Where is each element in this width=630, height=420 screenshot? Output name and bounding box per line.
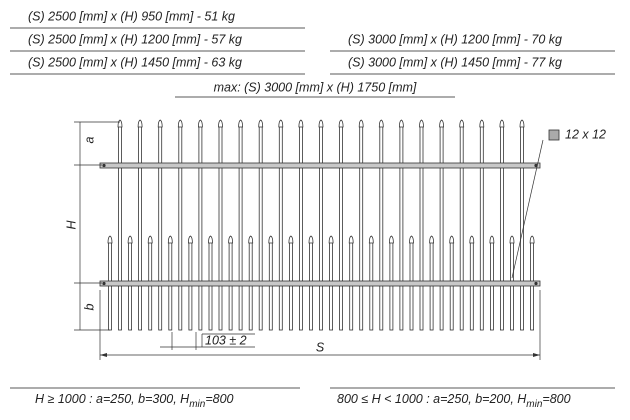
rail-label: 12 x 12 bbox=[565, 127, 606, 141]
spear-tip bbox=[318, 119, 324, 128]
spear-tip bbox=[218, 119, 223, 128]
spear-tip bbox=[459, 119, 465, 128]
spear-tip bbox=[398, 119, 404, 128]
picket bbox=[138, 125, 143, 331]
dim-spacing: 103 ± 2 bbox=[205, 333, 247, 347]
bolt bbox=[102, 281, 106, 286]
footer-left: H ≥ 1000 : a=250, b=300, Hmin=800 bbox=[35, 392, 234, 409]
spec-row: (S) 2500 [mm] x (H) 1450 [mm] - 63 kg bbox=[28, 55, 242, 69]
spear-tip bbox=[208, 235, 213, 244]
spear-tip bbox=[368, 235, 374, 244]
fence bbox=[99, 119, 541, 331]
picket bbox=[198, 125, 203, 331]
bolt bbox=[534, 281, 538, 286]
picket bbox=[399, 125, 404, 331]
spear-tip bbox=[187, 235, 193, 244]
spear-tip bbox=[308, 235, 314, 244]
footer-right: 800 ≤ H < 1000 : a=250, b=200, Hmin=800 bbox=[337, 392, 571, 409]
picket bbox=[278, 125, 283, 331]
dimensions bbox=[74, 121, 544, 360]
max-size: max: (S) 3000 [mm] x (H) 1750 [mm] bbox=[214, 80, 417, 94]
spear-tip bbox=[238, 119, 244, 128]
spear-tip bbox=[338, 119, 344, 128]
spear-tip bbox=[419, 119, 424, 128]
spear-tip bbox=[409, 235, 414, 244]
spear-tip bbox=[388, 235, 394, 244]
spear-tip bbox=[248, 235, 254, 244]
picket bbox=[459, 125, 464, 331]
top-rail bbox=[99, 162, 541, 169]
spear-tip bbox=[509, 235, 515, 244]
picket bbox=[319, 125, 323, 331]
dim-b: b bbox=[82, 303, 96, 310]
spear-tip bbox=[378, 119, 384, 128]
spear-tip bbox=[127, 235, 133, 244]
dim-a: a bbox=[82, 136, 96, 143]
spear-tip bbox=[228, 235, 234, 244]
spear-tip bbox=[107, 235, 113, 244]
picket bbox=[158, 125, 163, 331]
picket bbox=[339, 125, 344, 331]
bottom-rail bbox=[99, 280, 541, 287]
picket bbox=[218, 125, 223, 331]
picket bbox=[359, 125, 364, 331]
picket bbox=[479, 125, 484, 331]
dim-h: H bbox=[64, 220, 78, 230]
spec-row: (S) 3000 [mm] x (H) 1200 [mm] - 70 kg bbox=[348, 32, 562, 46]
spear-tip bbox=[288, 235, 294, 244]
spear-tip bbox=[449, 235, 455, 244]
spear-tip bbox=[298, 119, 304, 128]
spear-tip bbox=[529, 235, 535, 244]
spear-tip bbox=[137, 119, 143, 128]
picket bbox=[238, 125, 243, 331]
spear-tip bbox=[167, 235, 173, 244]
spear-tip bbox=[147, 235, 153, 244]
spear-tip bbox=[439, 119, 445, 128]
dim-s: S bbox=[316, 340, 325, 354]
spec-row: (S) 3000 [mm] x (H) 1450 [mm] - 77 kg bbox=[348, 55, 562, 69]
spec-row: (S) 2500 [mm] x (H) 1200 [mm] - 57 kg bbox=[28, 32, 242, 46]
picket bbox=[258, 125, 263, 331]
picket bbox=[379, 125, 384, 331]
spear-tip bbox=[157, 119, 163, 128]
picket bbox=[419, 125, 424, 331]
picket bbox=[298, 125, 303, 331]
spear-tip bbox=[499, 119, 505, 128]
spear-tip bbox=[519, 119, 525, 128]
spear-tip bbox=[117, 119, 123, 128]
rail-section-icon bbox=[548, 129, 560, 141]
spear-tip bbox=[177, 119, 183, 128]
spear-tip bbox=[278, 119, 284, 128]
spear-tip bbox=[328, 235, 334, 244]
picket bbox=[178, 125, 183, 331]
spear-tip bbox=[348, 235, 354, 244]
spear-tip bbox=[489, 235, 495, 244]
spear-tip bbox=[358, 119, 364, 128]
picket bbox=[118, 125, 122, 331]
picket bbox=[499, 125, 504, 331]
bolt bbox=[102, 163, 106, 168]
spear-tip bbox=[197, 119, 203, 128]
spear-tip bbox=[429, 235, 435, 244]
spear-tip bbox=[268, 235, 274, 244]
spear-tip bbox=[258, 119, 264, 128]
spec-row: (S) 2500 [mm] x (H) 950 [mm] - 51 kg bbox=[28, 9, 235, 23]
spear-tip bbox=[479, 119, 485, 128]
picket bbox=[439, 125, 444, 331]
spear-tip bbox=[469, 235, 475, 244]
